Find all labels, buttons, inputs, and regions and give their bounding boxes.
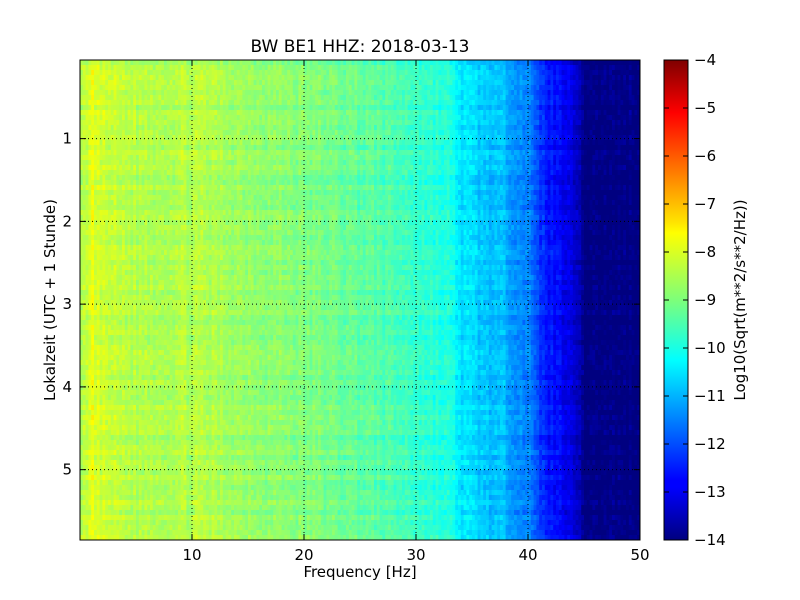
spectrogram-heatmap [80, 60, 641, 541]
chart-title: BW BE1 HHZ: 2018-03-13 [250, 37, 469, 57]
